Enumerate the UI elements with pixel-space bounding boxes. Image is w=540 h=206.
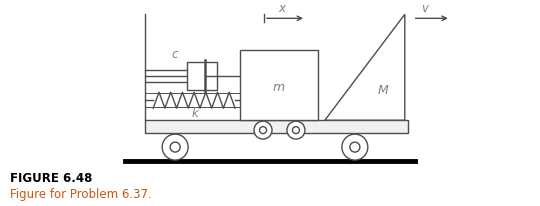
Text: M: M — [377, 84, 388, 97]
Circle shape — [350, 142, 360, 152]
Bar — [240, 50, 318, 120]
Bar — [145, 120, 408, 133]
Circle shape — [260, 127, 267, 134]
Circle shape — [287, 121, 305, 139]
Text: Figure for Problem 6.37.: Figure for Problem 6.37. — [10, 187, 152, 200]
Bar — [187, 62, 217, 90]
Text: FIGURE 6.48: FIGURE 6.48 — [10, 172, 93, 185]
Circle shape — [293, 127, 300, 134]
Circle shape — [254, 121, 272, 139]
Circle shape — [170, 142, 180, 152]
Polygon shape — [325, 14, 405, 120]
Text: k: k — [192, 107, 199, 120]
Text: c: c — [172, 48, 178, 61]
Text: v: v — [421, 2, 428, 15]
Circle shape — [342, 134, 368, 160]
Circle shape — [162, 134, 188, 160]
Text: m: m — [273, 81, 285, 94]
Text: x: x — [279, 2, 286, 15]
